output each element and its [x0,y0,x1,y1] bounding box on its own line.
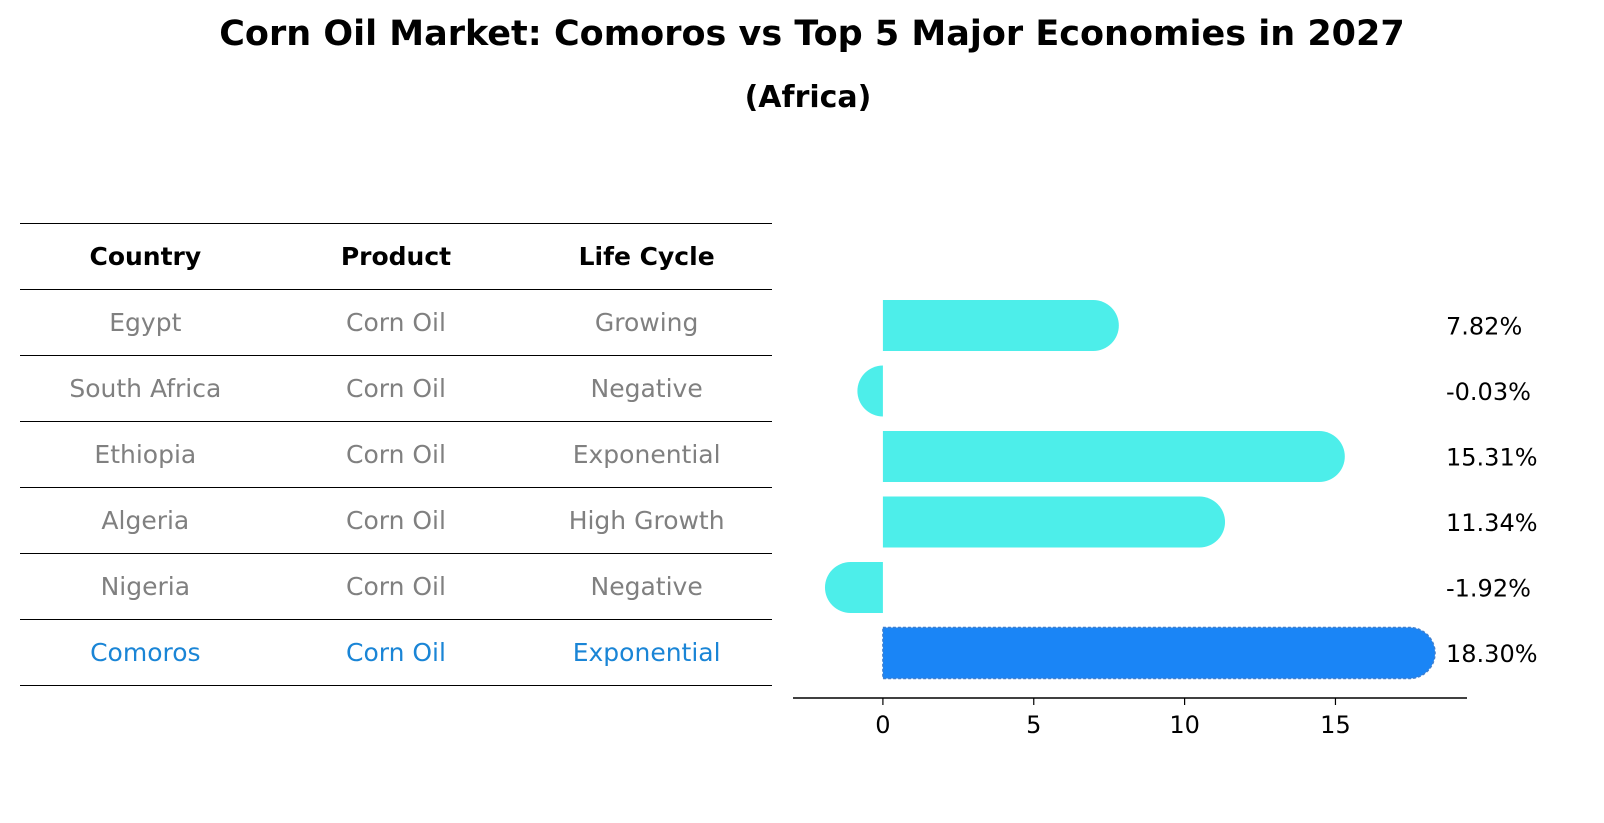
bar-comoros [882,626,1436,680]
table-row: Egypt Corn Oil Growing [20,290,772,356]
value-label-egypt: 7.82% [1446,313,1522,341]
table-row: Nigeria Corn Oil Negative [20,554,772,620]
cell-life-cycle: Exponential [572,638,721,667]
bar-algeria [882,496,1226,548]
cell-life-cycle: Growing [594,308,699,337]
cell-product: Corn Oil [346,638,446,667]
chart-subtitle: (Africa) [744,80,872,115]
x-tick-label-0: 0 [875,711,890,739]
x-tick-label-5: 5 [1026,711,1041,739]
value-label-nigeria: -1.92% [1446,575,1531,603]
cell-life-cycle: Negative [590,374,703,403]
value-label-ethiopia: 15.31% [1446,444,1538,472]
cell-product: Corn Oil [346,374,446,403]
bar-ethiopia [882,431,1345,482]
cell-product: Corn Oil [346,572,446,601]
table-row: Algeria Corn Oil High Growth [20,488,772,554]
cell-country: Comoros [90,638,201,667]
cell-life-cycle: Exponential [572,440,721,469]
cell-life-cycle: Negative [590,572,703,601]
x-tick-label-10: 10 [1169,711,1200,739]
cell-country: South Africa [69,374,222,403]
bar-chart: 7.82% -0.03% 15.31% 11.34% -1.92% 18.30% 0 5 10 1… [793,300,1538,739]
table-header-row: Country Product Life Cycle [20,224,772,290]
header-product: Product [340,242,452,271]
cell-life-cycle: High Growth [568,506,725,535]
data-table: Country Product Life Cycle Egypt Corn Oi… [20,223,772,686]
value-label-comoros: 18.30% [1446,640,1538,668]
value-label-algeria: 11.34% [1446,509,1538,537]
bar-south-africa [857,365,883,417]
bar-nigeria [824,562,883,613]
value-label-south-africa: -0.03% [1446,378,1531,406]
x-tick-label-15: 15 [1320,711,1351,739]
header-country: Country [89,242,202,271]
table-row-highlighted: Comoros Corn Oil Exponential [20,620,772,686]
cell-country: Ethiopia [94,440,197,469]
cell-product: Corn Oil [346,308,446,337]
cell-country: Nigeria [100,572,191,601]
table-row: Ethiopia Corn Oil Exponential [20,422,772,488]
cell-product: Corn Oil [346,440,446,469]
cell-country: Algeria [101,506,190,535]
chart-title: Corn Oil Market: Comoros vs Top 5 Major … [219,14,1405,54]
bar-egypt [882,300,1119,351]
header-life-cycle: Life Cycle [578,242,715,271]
table-row: South Africa Corn Oil Negative [20,356,772,422]
cell-country: Egypt [109,308,182,337]
cell-product: Corn Oil [346,506,446,535]
